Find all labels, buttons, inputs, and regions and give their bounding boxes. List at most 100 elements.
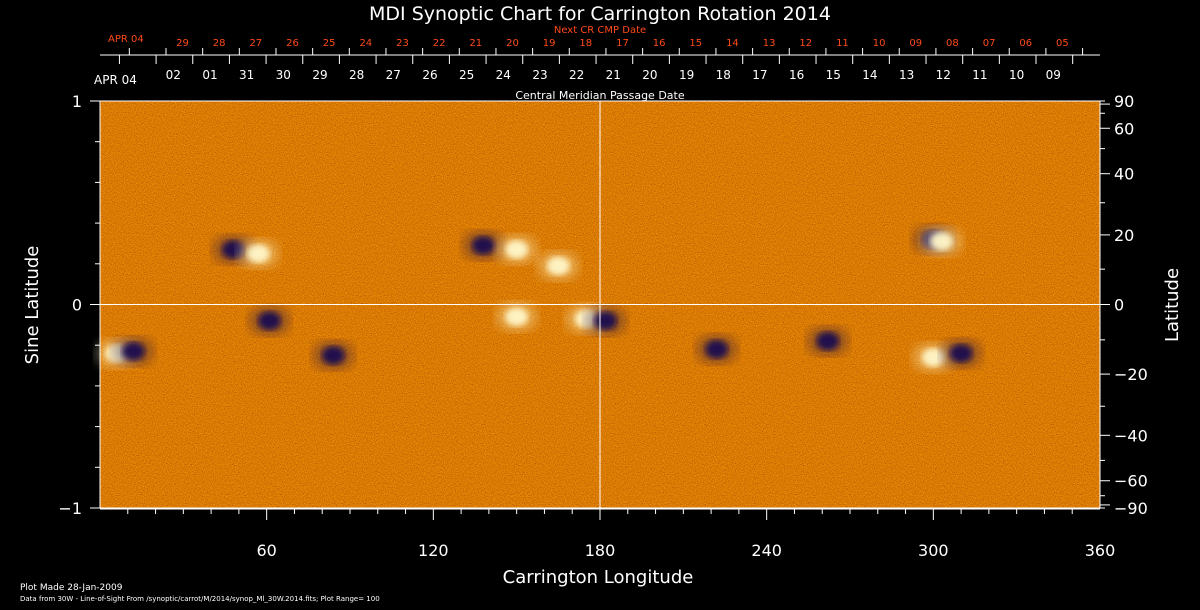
cmp-date-label: 25	[459, 68, 474, 82]
lat-tick-label: 20	[1114, 226, 1134, 245]
cmp-date-label: 12	[936, 68, 951, 82]
cmp-date-axis: 02 01 31 30 29 28 27 26 25 24 23 22 21 20 19 18 17 16 15 14…	[100, 54, 1100, 82]
next-start-label: APR 04	[108, 34, 144, 45]
active-region-positive	[930, 232, 953, 251]
next-date-label: 25	[323, 38, 336, 49]
cmp-date-label: 16	[789, 68, 804, 82]
active-region-positive	[922, 348, 945, 367]
next-date-label: 19	[543, 38, 556, 49]
active-region-positive	[547, 256, 570, 275]
active-region-negative	[122, 342, 145, 361]
y-tick-label: −1	[58, 499, 82, 518]
latitude-axis: 90 60 40 20 0 −20 −40 −60 −90	[1100, 92, 1148, 518]
active-region-negative	[472, 236, 495, 255]
next-date-label: 12	[799, 38, 812, 49]
active-region-positive	[247, 244, 270, 263]
lat-tick-label: 90	[1114, 92, 1134, 111]
lat-tick-label: 60	[1114, 119, 1134, 138]
lat-tick-label: −90	[1114, 499, 1148, 518]
cmp-date-label: 17	[752, 68, 767, 82]
active-region-negative	[705, 340, 728, 359]
active-region-positive	[505, 307, 528, 326]
cmp-date-label: 20	[642, 68, 657, 82]
x-tick-label: 240	[751, 541, 782, 560]
next-date-label: 10	[873, 38, 886, 49]
next-date-label: 26	[286, 38, 299, 49]
next-date-label: 05	[1056, 38, 1069, 49]
chart-title: MDI Synoptic Chart for Carrington Rotati…	[369, 3, 831, 25]
next-date-label: 20	[506, 38, 519, 49]
data-source-note: Data from 30W - Line-of-Sight From /syno…	[20, 595, 380, 603]
plot-made-note: Plot Made 28-Jan-2009	[20, 583, 123, 593]
cmp-date-label: 29	[312, 68, 327, 82]
x-tick-label: 120	[418, 541, 449, 560]
active-region-negative	[816, 332, 839, 351]
lat-tick-label: 0	[1114, 296, 1124, 315]
cmp-date-label: 02	[166, 68, 181, 82]
top-axis-label: Central Meridian Passage Date	[515, 89, 684, 102]
magnetogram-plot	[96, 100, 1101, 509]
x-tick-label: 60	[256, 541, 276, 560]
lat-tick-label: −60	[1114, 472, 1148, 491]
next-date-label: 29	[176, 38, 189, 49]
next-date-label: 21	[469, 38, 482, 49]
next-date-label: 16	[653, 38, 666, 49]
cmp-date-label: 15	[826, 68, 841, 82]
active-region-negative	[950, 344, 973, 363]
cmp-date-label: 26	[422, 68, 437, 82]
longitude-axis: 60 120 180 240 300 360	[100, 508, 1115, 560]
next-date-label: 06	[1019, 38, 1032, 49]
y-tick-label: 0	[72, 296, 82, 315]
active-region-negative	[322, 346, 345, 365]
next-date-label: 22	[433, 38, 446, 49]
cmp-date-label: 14	[862, 68, 877, 82]
x-axis-label: Carrington Longitude	[503, 567, 694, 588]
next-date-label: 09	[909, 38, 922, 49]
y-axis-left-label: Sine Latitude	[22, 246, 43, 365]
cmp-date-label: 27	[386, 68, 401, 82]
next-date-label: 18	[579, 38, 592, 49]
cmp-date-label: 23	[532, 68, 547, 82]
lat-tick-label: 40	[1114, 165, 1134, 184]
x-tick-label: 300	[918, 541, 949, 560]
cmp-date-label: 31	[239, 68, 254, 82]
next-date-label: 27	[249, 38, 262, 49]
next-cmp-axis: 29 28 27 26 25 24 23 22 21 20 19 18 17 16 15 14 13 12 11 10…	[100, 38, 1100, 56]
cmp-date-label: 10	[1009, 68, 1024, 82]
cmp-date-label: 28	[349, 68, 364, 82]
cmp-date-label: 19	[679, 68, 694, 82]
active-region-negative	[594, 311, 617, 330]
lat-tick-label: −20	[1114, 365, 1148, 384]
active-region-positive	[505, 240, 528, 259]
next-date-label: 14	[726, 38, 739, 49]
cmp-date-label: 30	[276, 68, 291, 82]
cmp-date-label: 11	[972, 68, 987, 82]
active-regions	[96, 225, 982, 372]
x-tick-label: 360	[1085, 541, 1116, 560]
next-date-label: 15	[689, 38, 702, 49]
y-tick-label: 1	[72, 92, 82, 111]
cmp-date-label: 22	[569, 68, 584, 82]
active-region-negative	[258, 311, 281, 330]
cmp-date-label: 21	[606, 68, 621, 82]
next-date-label: 24	[359, 38, 372, 49]
next-date-label: 17	[616, 38, 629, 49]
next-date-label: 08	[946, 38, 959, 49]
next-date-label: 28	[213, 38, 226, 49]
sine-latitude-axis: 1 0 −1	[58, 92, 100, 518]
cmp-date-label: 18	[716, 68, 731, 82]
next-date-label: 13	[763, 38, 776, 49]
next-axis-label: Next CR CMP Date	[554, 25, 646, 36]
cmp-date-label: 13	[899, 68, 914, 82]
cmp-date-label: 09	[1046, 68, 1061, 82]
next-date-label: 07	[983, 38, 996, 49]
next-date-label: 11	[836, 38, 849, 49]
y-axis-right-label: Latitude	[1162, 268, 1183, 342]
x-tick-label: 180	[585, 541, 616, 560]
next-date-label: 23	[396, 38, 409, 49]
cmp-date-label: 01	[202, 68, 217, 82]
cmp-start-label: APR 04	[94, 73, 137, 87]
cmp-date-label: 24	[496, 68, 511, 82]
lat-tick-label: −40	[1114, 426, 1148, 445]
